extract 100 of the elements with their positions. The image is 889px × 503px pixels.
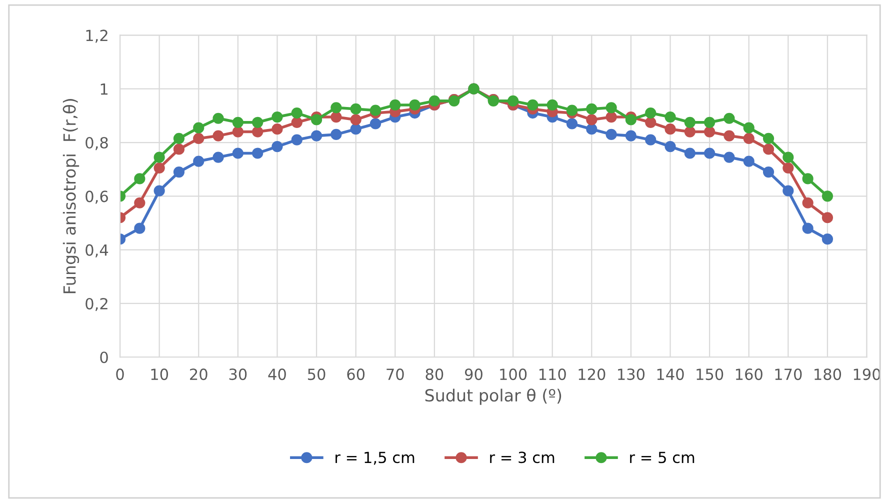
point (330, 128, 342, 140)
point (743, 156, 754, 167)
x-tick-label: 100 (500, 368, 527, 380)
y-tick-label: 0 (100, 352, 108, 364)
point (762, 144, 774, 155)
point (625, 130, 637, 142)
point (664, 140, 676, 152)
x-tick-label: 20 (190, 368, 208, 380)
x-tick-label: 140 (657, 368, 684, 380)
point (154, 185, 165, 196)
y-tick-label: 1 (100, 84, 108, 95)
point (704, 148, 716, 159)
point (684, 126, 696, 138)
x-tick-label: 90 (464, 368, 482, 380)
point (625, 114, 637, 126)
point (802, 197, 814, 208)
point (586, 103, 598, 115)
point (724, 130, 735, 142)
point (724, 112, 735, 124)
point (252, 116, 264, 128)
point (291, 134, 302, 146)
point (272, 111, 283, 123)
y-tick-label: 0,6 (86, 190, 108, 204)
point (664, 124, 676, 135)
y-tick-label: 0,8 (86, 136, 108, 150)
point (684, 116, 696, 128)
point (154, 162, 165, 174)
point (428, 95, 440, 106)
x-tick-label: 120 (578, 368, 606, 380)
x-axis-title: Sudut polar θ (º) (425, 388, 562, 405)
point (390, 99, 401, 111)
point (193, 122, 204, 134)
point (527, 99, 538, 111)
x-tick-label: 110 (539, 368, 566, 380)
point (193, 132, 204, 144)
point (802, 222, 814, 234)
point (664, 111, 676, 123)
point (272, 124, 283, 135)
point (782, 162, 794, 174)
point (310, 114, 322, 126)
point (291, 116, 302, 128)
x-tick-label: 10 (151, 368, 168, 380)
legend-label: r = 3 cm (490, 452, 554, 464)
point (232, 116, 244, 128)
point (409, 99, 420, 111)
point (232, 148, 244, 159)
x-tick-label: 30 (229, 368, 247, 380)
point (134, 222, 146, 234)
point (606, 111, 617, 123)
point (822, 212, 834, 224)
point (762, 132, 774, 144)
point (546, 99, 558, 111)
y-tick-label: 1,2 (86, 30, 108, 43)
point (507, 95, 519, 106)
point (724, 152, 735, 163)
point (173, 132, 185, 144)
point (291, 107, 302, 119)
point (822, 234, 834, 245)
y-tick-label: 0,4 (86, 244, 108, 258)
point (350, 124, 362, 135)
point (252, 148, 264, 159)
point (762, 166, 774, 178)
point (743, 132, 754, 144)
point (704, 126, 716, 138)
point (370, 118, 382, 130)
point (350, 114, 362, 126)
point (684, 148, 696, 159)
point (310, 130, 322, 142)
x-tick-label: 0 (116, 368, 124, 380)
point (586, 114, 598, 126)
point (232, 126, 244, 138)
point (173, 166, 185, 178)
x-tick-label: 40 (268, 368, 286, 380)
point (212, 130, 224, 142)
point (134, 173, 146, 184)
x-tick-label: 70 (386, 368, 404, 380)
point (272, 140, 283, 152)
point (645, 134, 656, 146)
point (212, 112, 224, 124)
point (782, 185, 794, 196)
point (802, 173, 814, 184)
point (173, 144, 185, 155)
point (193, 156, 204, 167)
point (330, 111, 342, 123)
point (154, 152, 165, 163)
point (566, 104, 578, 116)
x-tick-label: 50 (308, 368, 326, 380)
point (782, 152, 794, 163)
point (330, 102, 342, 114)
point (606, 102, 617, 114)
y-axis-title: Fungsi anisotropi F(r,θ) (62, 98, 80, 294)
x-tick-label: 80 (426, 368, 444, 380)
point (350, 103, 362, 115)
x-tick-label: 150 (696, 368, 724, 380)
x-tick-label: 60 (347, 368, 365, 380)
legend-label: r = 5 cm (630, 452, 694, 464)
point (645, 107, 656, 119)
point (566, 118, 578, 130)
point (252, 126, 264, 138)
legend-label: r = 1,5 cm (336, 452, 414, 465)
